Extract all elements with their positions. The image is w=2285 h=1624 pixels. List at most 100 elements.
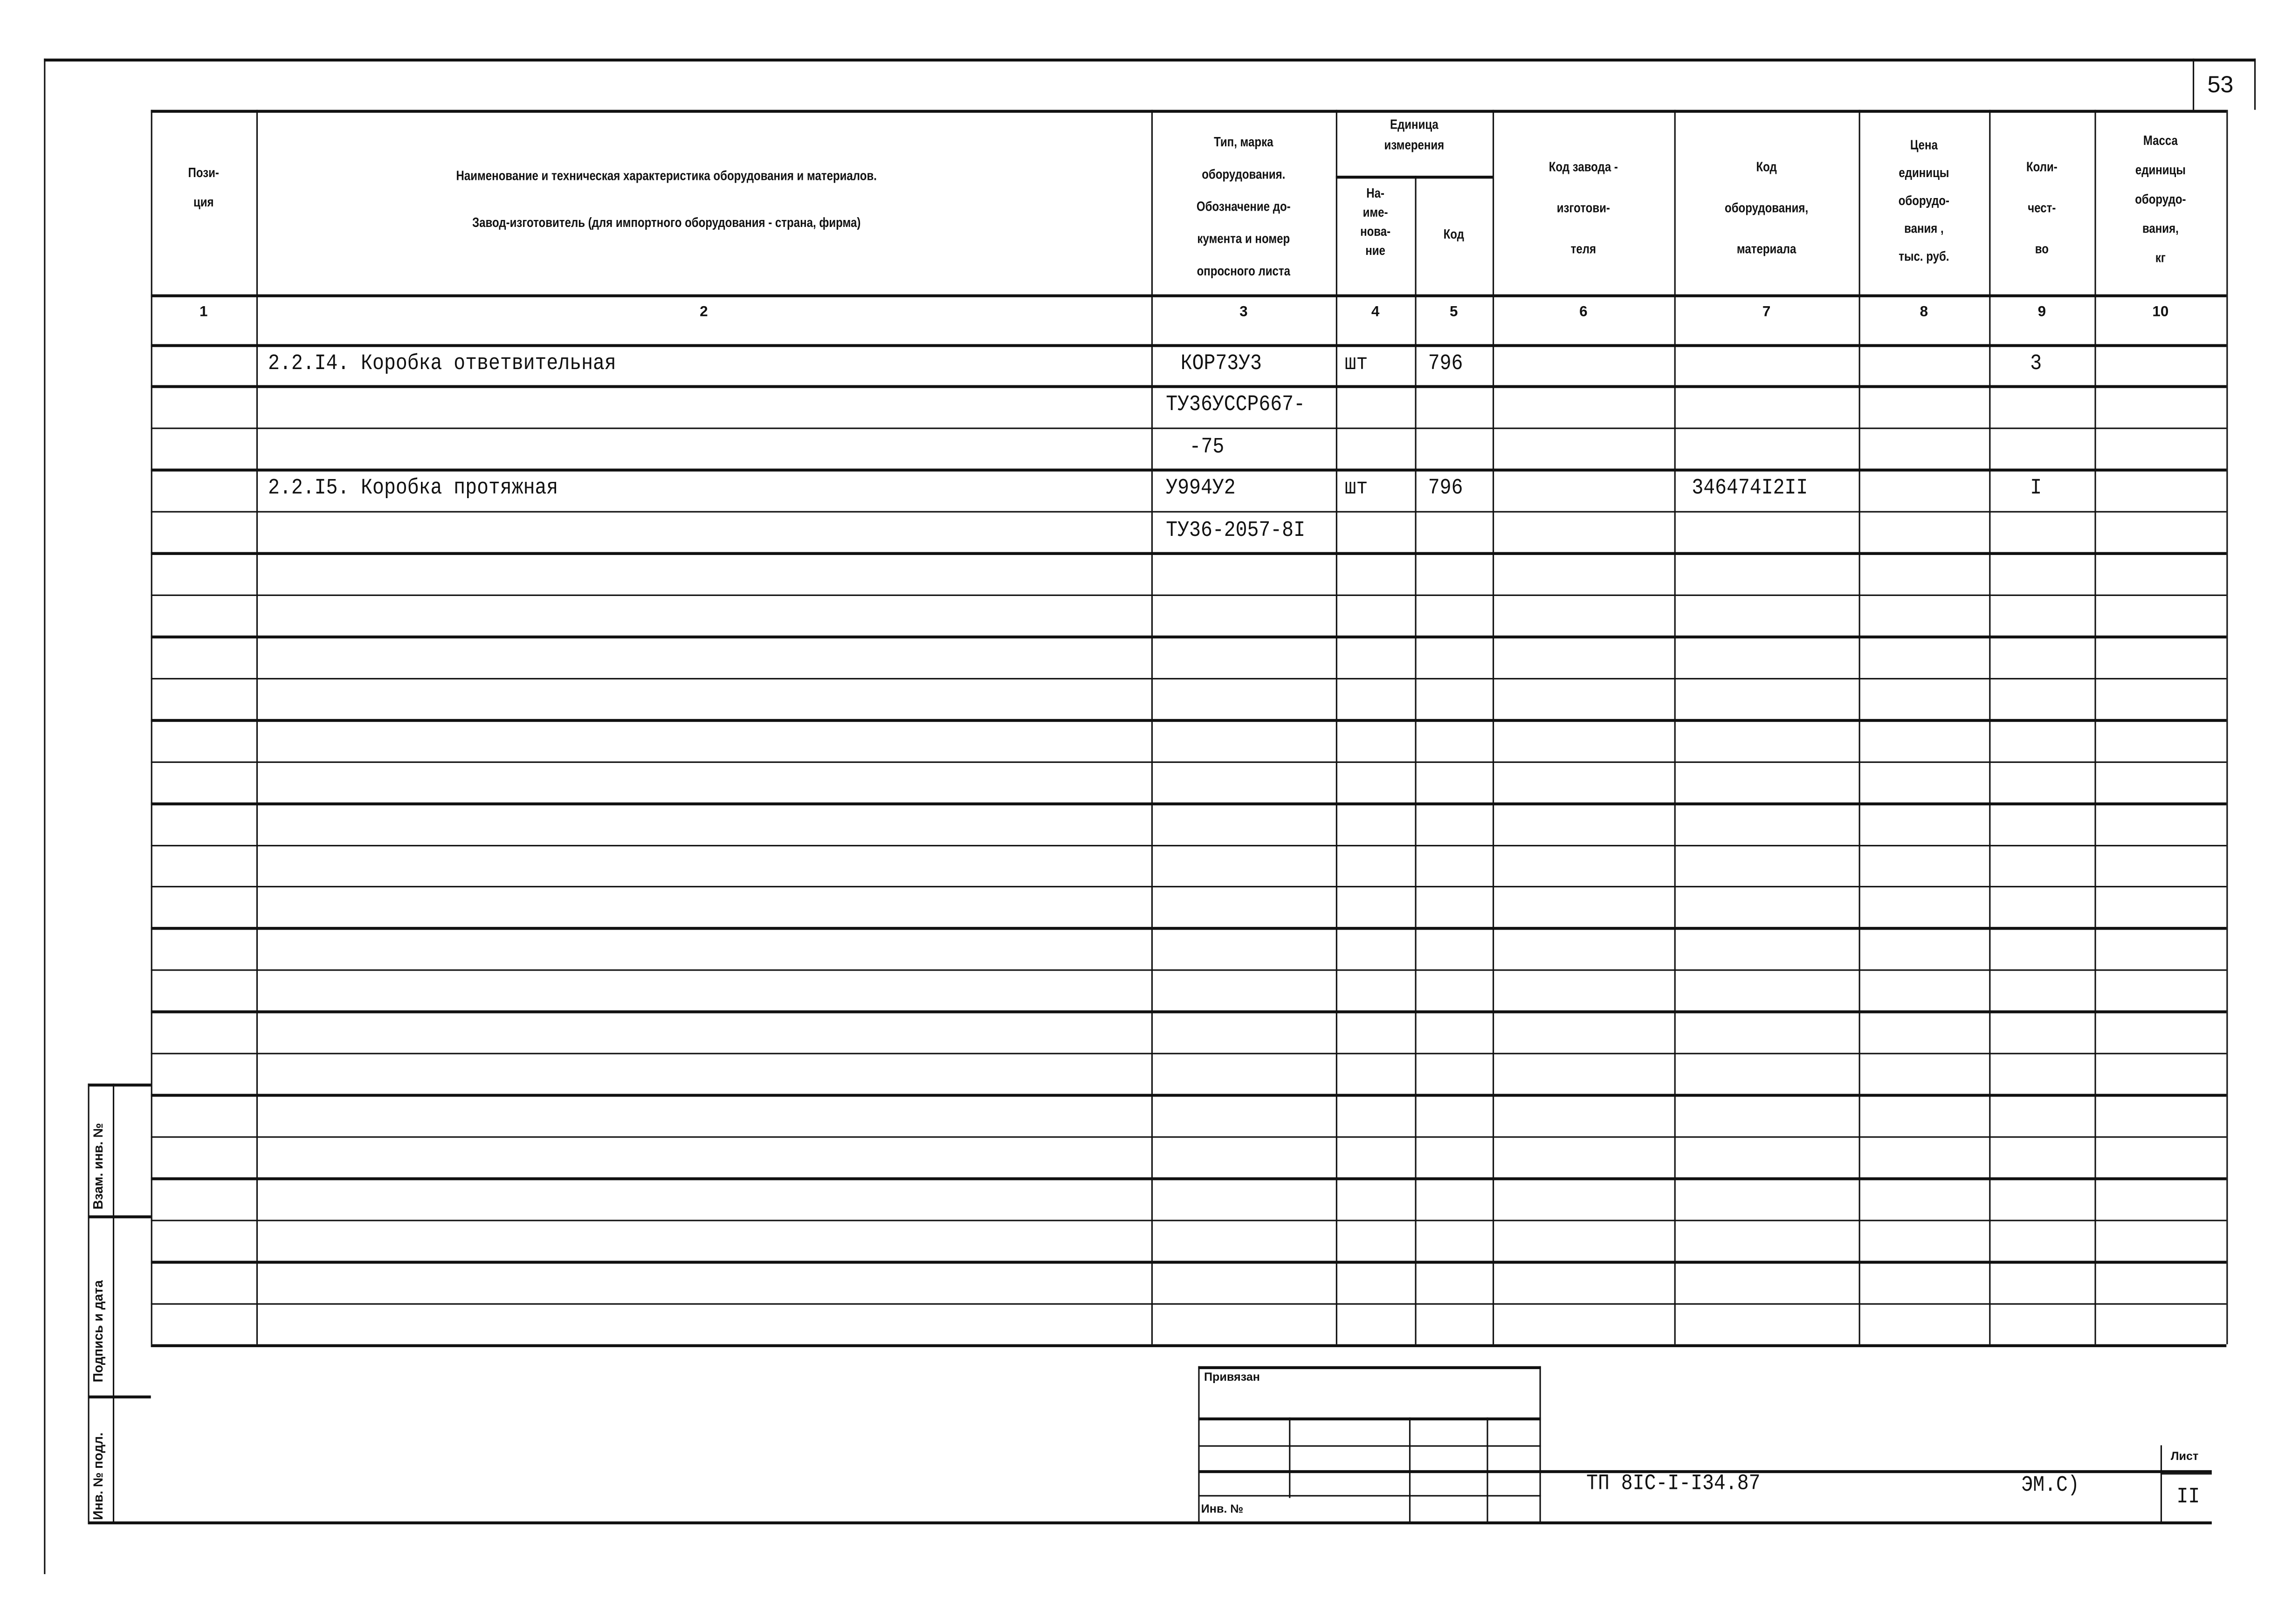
header-text: единицы: [2135, 162, 2186, 178]
row-line: [151, 927, 2227, 930]
page-number: 53: [2207, 73, 2234, 98]
header-text: име-: [1363, 205, 1388, 220]
cell-unit: шт: [1344, 351, 1368, 377]
unit-divider-line: [1335, 176, 1493, 179]
column-line: [1858, 110, 1861, 1344]
header-text: измерения: [1384, 137, 1445, 152]
row-line: [151, 1011, 2227, 1013]
cell-unit: шт: [1344, 476, 1368, 501]
header-unit-name: На- име- нова- ние: [1342, 185, 1409, 260]
header-text: На-: [1366, 186, 1384, 201]
column-line: [2226, 110, 2229, 1344]
header-text: оборудования,: [1725, 200, 1809, 215]
stamp-line: [1198, 1417, 1541, 1421]
page-box-line: [2193, 58, 2195, 110]
column-line: [151, 110, 153, 1344]
column-number: 2: [700, 304, 708, 321]
number-row-line: [151, 344, 2227, 347]
cell-code: 796: [1428, 476, 1463, 501]
row-line: [151, 552, 2227, 555]
column-number: 6: [1579, 304, 1588, 321]
header-text: ция: [193, 194, 214, 210]
cell-qty: 3: [2030, 351, 2042, 377]
cell-type: У994У2: [1166, 476, 1236, 501]
header-text: Завод-изготовитель (для импортного обору…: [472, 215, 861, 230]
column-line: [1674, 110, 1676, 1344]
header-factory-code: Код завода - изготови- теля: [1506, 146, 1660, 269]
row-line: [151, 511, 2227, 513]
column-line: [1415, 176, 1417, 1344]
sheet-box-line: [2160, 1473, 2212, 1475]
header-text: Единица: [1390, 117, 1438, 132]
header-text: изготови-: [1556, 200, 1610, 215]
row-line: [151, 885, 2227, 888]
stamp-bound-label: Привязан: [1204, 1370, 1260, 1384]
frame-left: [44, 58, 46, 1574]
header-text: Пози-: [188, 165, 219, 180]
side-label-original: Инв. № подл.: [90, 1432, 106, 1520]
row-line: [151, 1136, 2227, 1138]
sheet-number: II: [2176, 1485, 2200, 1510]
row-line: [151, 719, 2227, 721]
row-line: [151, 1219, 2227, 1222]
page-box-line: [2254, 58, 2257, 110]
header-type: Тип, марка оборудования. Обозначение до-…: [1165, 126, 1322, 287]
header-text: ние: [1365, 243, 1385, 258]
stamp-line: [1198, 1445, 1541, 1447]
header-text: опросного листа: [1197, 263, 1291, 279]
header-text: кумента и номер: [1197, 231, 1290, 246]
stamp-line: [1409, 1417, 1411, 1523]
row-line: [151, 1344, 2227, 1347]
side-strip-line: [88, 1083, 90, 1523]
header-text: теля: [1570, 241, 1597, 256]
column-number: 1: [200, 304, 208, 321]
header-text: вания,: [2142, 221, 2179, 236]
cell-name: 2.2.I5. Коробка протяжная: [268, 476, 558, 501]
header-text: тыс. руб.: [1899, 249, 1949, 264]
header-bottom-line: [151, 294, 2227, 297]
cell-equip-code: 346474I2II: [1692, 476, 1808, 501]
column-number: 9: [2037, 304, 2046, 321]
header-text: оборудо-: [2135, 192, 2186, 207]
column-line: [1989, 110, 1991, 1344]
cell-type: ТУ36УССР667-: [1166, 393, 1306, 418]
row-line: [151, 636, 2227, 638]
table-top-line: [151, 110, 2227, 113]
stamp-line: [1198, 1470, 2212, 1473]
stamp-line: [1289, 1417, 1291, 1498]
stamp-line: [1539, 1366, 1542, 1523]
row-line: [151, 677, 2227, 680]
column-number: 5: [1449, 304, 1458, 321]
row-line: [151, 594, 2227, 596]
column-line: [1335, 110, 1338, 1344]
row-line: [151, 1094, 2227, 1096]
header-unit: Единица измерения: [1348, 114, 1481, 155]
column-number: 8: [1920, 304, 1928, 321]
stamp-line: [1198, 1495, 1541, 1497]
header-text: Коли-: [2026, 159, 2058, 174]
stamp-line: [1198, 1366, 1200, 1523]
row-line: [151, 1177, 2227, 1180]
header-quantity: Коли- чест- во: [1997, 146, 2086, 269]
header-text: во: [2035, 241, 2049, 256]
frame-top: [44, 58, 2256, 62]
stamp-line: [1487, 1417, 1489, 1523]
header-name: Наименование и техническая характеристик…: [318, 152, 1015, 246]
document-section: ЭМ.С): [2021, 1473, 2079, 1498]
row-line: [151, 1302, 2227, 1305]
header-text: Код завода -: [1549, 159, 1618, 174]
header-price: Цена единицы оборудо- вания , тыс. руб.: [1869, 132, 1980, 271]
cell-type: ТУ36-2057-8I: [1166, 518, 1306, 543]
header-text: Масса: [2143, 133, 2178, 148]
sheet-box-line: [2160, 1445, 2162, 1523]
cell-code: 796: [1428, 351, 1463, 377]
row-line: [151, 385, 2227, 388]
row-line: [151, 969, 2227, 972]
header-text: оборудования.: [1202, 167, 1286, 182]
column-number: 3: [1239, 304, 1248, 321]
row-line: [151, 802, 2227, 805]
header-text: Обозначение до-: [1196, 199, 1291, 214]
cell-type: КОР73У3: [1180, 351, 1262, 377]
stamp-inv-label: Инв. №: [1201, 1502, 1244, 1516]
